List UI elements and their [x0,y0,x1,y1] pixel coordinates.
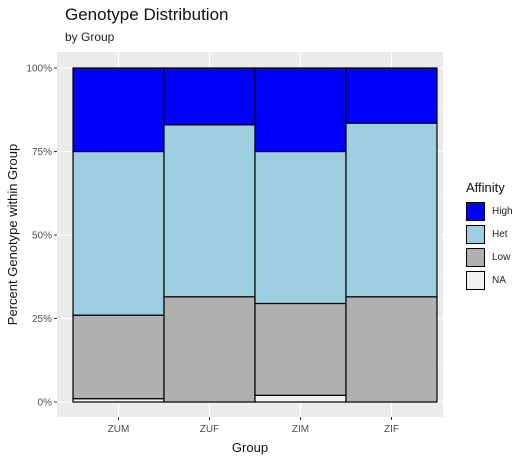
legend-item-het: Het [466,223,513,246]
bar-segment-zim-high [254,67,347,153]
chart-title: Genotype Distribution [65,5,229,24]
bar-segment-zim-het [254,150,347,305]
x-tick-label: ZUF [200,424,219,435]
bar-segment-zif-high [345,67,438,124]
legend-key-het [466,225,485,244]
legend-items: High Het Low NA [466,200,513,292]
bar-segment-zim-na [254,394,347,403]
x-tick-label: ZUM [108,424,130,435]
legend-key-na [466,271,485,290]
bar-segment-zum-high [72,67,165,153]
y-tick-label: 100% [26,64,52,75]
bar-segment-zuf-high [163,67,256,126]
chart-subtitle: by Group [65,30,115,44]
legend-label: Low [492,252,511,263]
y-tick-label: 50% [32,231,52,242]
y-tick-label: 25% [32,314,52,325]
bar-segment-zuf-het [163,124,256,298]
bar-segment-zuf-low [163,296,256,403]
y-tick-label: 0% [38,398,53,409]
bar-segment-zif-low [345,296,438,403]
legend-item-na: NA [466,269,513,292]
legend-key-high [466,202,485,221]
legend-item-high: High [466,200,513,223]
bar-segment-zum-low [72,314,165,400]
legend-label: High [492,206,513,217]
y-tick-label: 75% [32,147,52,158]
legend-title: Affinity [466,180,505,195]
x-tick-label: ZIF [384,424,399,435]
legend: Affinity High Het Low NA [466,180,513,292]
bar-segment-zim-low [254,302,347,396]
legend-label: NA [492,275,506,286]
legend-item-low: Low [466,246,513,269]
y-axis-title: Percent Genotype within Group [5,144,20,325]
legend-key-low [466,248,485,267]
legend-label: Het [492,229,508,240]
x-axis-title: Group [232,440,268,455]
x-tick-label: ZIM [292,424,309,435]
bar-segment-zum-het [72,150,165,316]
bar-segment-zif-het [345,122,438,298]
